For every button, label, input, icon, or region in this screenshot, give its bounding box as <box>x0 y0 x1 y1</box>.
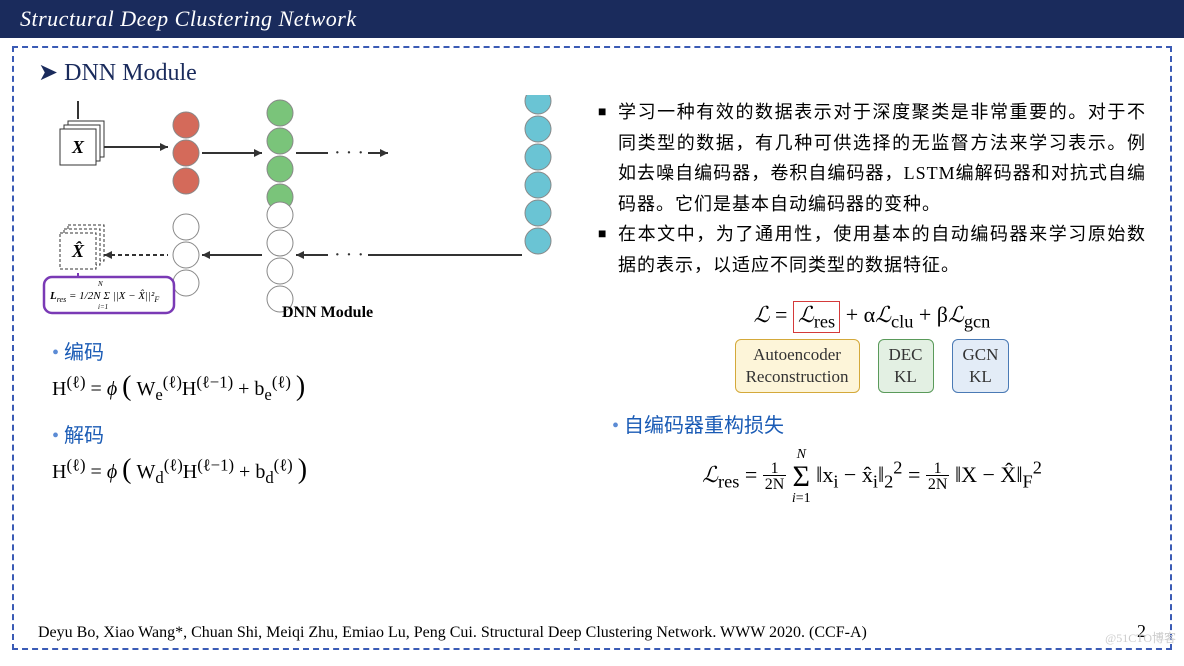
dnn-diagram: X <box>38 95 578 317</box>
ae-box: AutoencoderReconstruction <box>735 339 860 393</box>
decode-formula: H(ℓ) = ϕ ( Wd(ℓ)H(ℓ−1) + bd(ℓ) ) <box>52 454 578 488</box>
layer-1 <box>173 112 199 194</box>
ellipsis-icon: · · · <box>334 244 364 266</box>
svg-text:Lres = 1/2N Σ ||X −: Lres = 1/2N Σ ||X − X̂||²F <box>49 289 159 304</box>
slide-content: DNN Module X <box>12 46 1172 650</box>
loss-legend: AutoencoderReconstruction DECKL GCNKL <box>598 339 1146 393</box>
dec-box: DECKL <box>878 339 934 393</box>
ellipsis-icon: · · · <box>334 142 364 164</box>
res-loss-formula: ℒres = 12N NΣi=1 ‖xi − x̂i‖22 = 12N ‖X −… <box>598 448 1146 506</box>
gcn-box: GCNKL <box>952 339 1010 393</box>
slide-header: Structural Deep Clustering Network <box>0 0 1184 38</box>
main-loss-formula: ℒ = ℒres + αℒclu + βℒgcn <box>598 301 1146 333</box>
right-column: 学习一种有效的数据表示对于深度聚类是非常重要的。对于不同类型的数据，有几种可供选… <box>598 93 1146 506</box>
layer-3 <box>525 95 551 254</box>
svg-text:N: N <box>97 280 103 288</box>
decode-label: 解码 <box>52 419 578 448</box>
bullet-2: 在本文中，为了通用性，使用基本的自动编码器来学习原始数据的表示，以适应不同类型的… <box>598 219 1146 280</box>
svg-text:X: X <box>71 137 85 157</box>
layer-2 <box>267 100 293 210</box>
layer-4 <box>267 202 293 312</box>
input-x-icon: X <box>60 101 104 165</box>
encode-formula: H(ℓ) = ϕ ( We(ℓ)H(ℓ−1) + be(ℓ) ) <box>52 371 578 405</box>
recon-loss-label: 自编码器重构损失 <box>612 409 1146 438</box>
module-label: DNN Module <box>282 304 373 317</box>
encode-label: 编码 <box>52 336 578 365</box>
bullet-1: 学习一种有效的数据表示对于深度聚类是非常重要的。对于不同类型的数据，有几种可供选… <box>598 97 1146 219</box>
left-column: X <box>38 93 578 506</box>
layer-5 <box>173 214 199 296</box>
section-title: DNN Module <box>38 58 1146 87</box>
recon-x-icon: X̂ <box>60 225 104 269</box>
watermark: @51CTO博客 <box>1105 629 1176 646</box>
svg-text:X̂: X̂ <box>71 241 85 261</box>
citation: Deyu Bo, Xiao Wang*, Chuan Shi, Meiqi Zh… <box>38 624 867 642</box>
svg-text:i=1: i=1 <box>98 303 108 311</box>
